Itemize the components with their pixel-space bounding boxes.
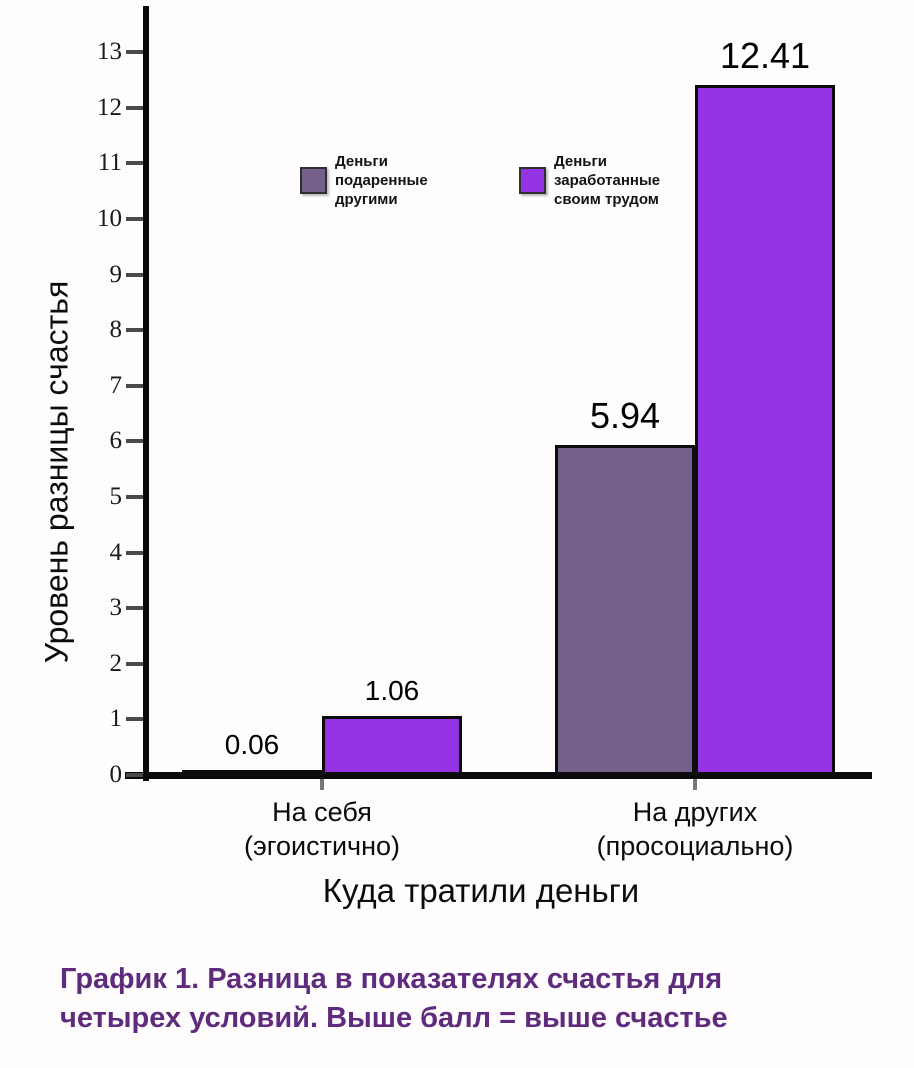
figure-caption: График 1. Разница в показателях счастья … <box>60 960 890 1038</box>
bar-value-label: 5.94 <box>589 395 661 436</box>
y-tick-label: 11 <box>97 149 122 177</box>
y-tick-label: 9 <box>109 260 123 288</box>
legend-label: Деньги подаренные другими <box>335 153 428 208</box>
y-tick-mark <box>126 773 143 777</box>
legend-swatch <box>300 167 327 194</box>
y-tick-label: 10 <box>97 205 122 232</box>
x-axis-title: Куда тратили деньги <box>322 872 640 909</box>
bar <box>555 445 695 775</box>
x-category-label: На других (просоциально) <box>596 797 794 861</box>
bar <box>182 770 322 776</box>
y-tick-mark <box>126 717 143 722</box>
legend-item: Деньги заработанные своим трудом <box>519 152 694 209</box>
y-tick-label: 3 <box>109 594 123 622</box>
bar-value-label: 12.41 <box>719 35 811 76</box>
y-tick-mark <box>126 328 143 333</box>
y-tick-mark <box>126 50 143 55</box>
y-axis-line <box>143 6 149 781</box>
y-tick-label: 4 <box>109 538 123 566</box>
y-tick-mark <box>126 105 143 110</box>
y-tick-mark <box>126 272 143 277</box>
y-tick-label: 5 <box>109 483 123 510</box>
bar <box>322 716 462 775</box>
legend: Деньги подаренные другими Деньги заработа… <box>300 152 694 209</box>
legend-item: Деньги подаренные другими <box>300 152 475 209</box>
y-tick-label: 8 <box>109 316 123 344</box>
y-tick-mark <box>126 606 143 611</box>
bar-value-label: 1.06 <box>364 675 420 706</box>
y-tick-label: 2 <box>109 649 123 677</box>
y-tick-label: 7 <box>109 371 123 399</box>
y-tick-label: 6 <box>109 427 123 455</box>
y-tick-label: 1 <box>109 705 123 733</box>
y-tick-mark <box>126 217 143 221</box>
y-tick-mark <box>126 495 143 499</box>
figure-caption-line1: График 1. Разница в показателях счастья … <box>60 963 723 995</box>
x-axis-line <box>125 772 872 779</box>
y-tick-mark <box>126 550 143 555</box>
y-tick-label: 0 <box>109 761 123 788</box>
figure-caption-line2: четырех условий. Выше балл = выше счасть… <box>60 1002 728 1034</box>
y-tick-label: 12 <box>97 93 122 121</box>
legend-label: Деньги заработанные своим трудом <box>554 153 661 208</box>
bar <box>695 85 835 775</box>
legend-swatch <box>519 167 546 194</box>
x-category-label: На себя (эгоистично) <box>243 797 401 861</box>
y-tick-mark <box>126 661 143 666</box>
bar-value-label: 0.06 <box>224 729 280 760</box>
y-tick-mark <box>126 383 143 388</box>
y-tick-mark <box>126 161 143 166</box>
x-tick-mark <box>693 779 697 790</box>
y-tick-mark <box>126 439 143 444</box>
y-tick-label: 13 <box>97 38 122 66</box>
x-tick-mark <box>320 779 324 790</box>
